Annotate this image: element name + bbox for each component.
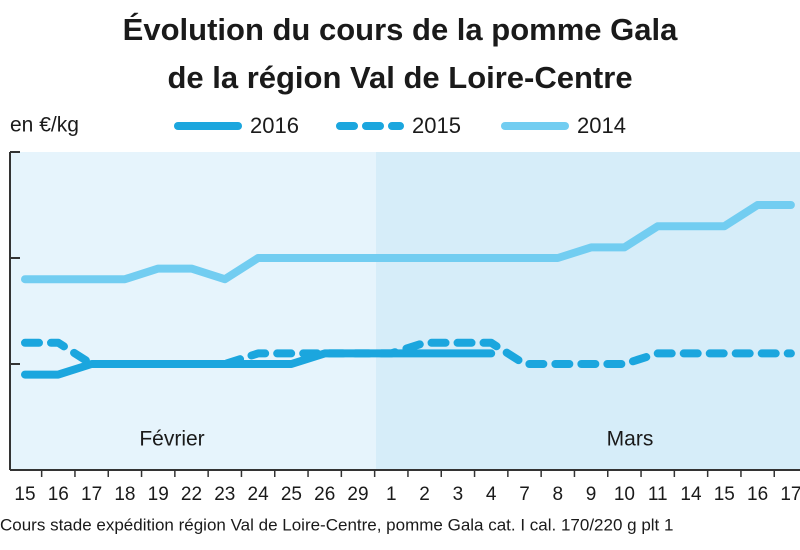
x-tick-label: 29 xyxy=(347,484,368,505)
x-tick-label: 14 xyxy=(680,484,702,505)
x-tick-label: 4 xyxy=(486,484,497,505)
x-tick-label: 23 xyxy=(214,484,235,505)
legend-label: 2016 xyxy=(250,113,299,138)
x-tick-label: 16 xyxy=(48,484,69,505)
x-tick-label: 25 xyxy=(281,484,302,505)
x-tick-label: 24 xyxy=(248,484,270,505)
period-band xyxy=(10,152,376,470)
legend-label: 2015 xyxy=(412,113,461,138)
x-tick-label: 22 xyxy=(181,484,202,505)
x-tick-label: 26 xyxy=(314,484,335,505)
x-tick-label: 17 xyxy=(780,484,800,505)
y-axis-label: en €/kg xyxy=(10,114,79,137)
series-line xyxy=(21,201,795,284)
x-tick-label: 17 xyxy=(81,484,102,505)
x-tick-label: 9 xyxy=(586,484,597,505)
x-tick-label: 15 xyxy=(714,484,735,505)
x-tick-label: 7 xyxy=(519,484,530,505)
chart-subtitle: de la région Val de Loire-Centre xyxy=(167,60,632,95)
x-tick-label: 1 xyxy=(386,484,397,505)
source-note: Cours stade expédition région Val de Loi… xyxy=(0,515,673,534)
x-tick-label: 19 xyxy=(148,484,169,505)
x-tick-label: 15 xyxy=(14,484,35,505)
x-tick-label: 18 xyxy=(114,484,135,505)
x-tick-label: 3 xyxy=(453,484,464,505)
period-band xyxy=(376,152,800,470)
chart-title: Évolution du cours de la pomme Gala xyxy=(123,12,678,47)
legend-label: 2014 xyxy=(577,113,626,138)
x-tick-label: 11 xyxy=(648,484,668,505)
x-tick-label: 2 xyxy=(419,484,430,505)
x-tick-label: 16 xyxy=(747,484,768,505)
series-line xyxy=(21,349,496,379)
period-label: Mars xyxy=(607,428,654,451)
x-tick-label: 10 xyxy=(614,484,635,505)
x-tick-label: 8 xyxy=(553,484,564,505)
period-label: Février xyxy=(139,428,204,451)
